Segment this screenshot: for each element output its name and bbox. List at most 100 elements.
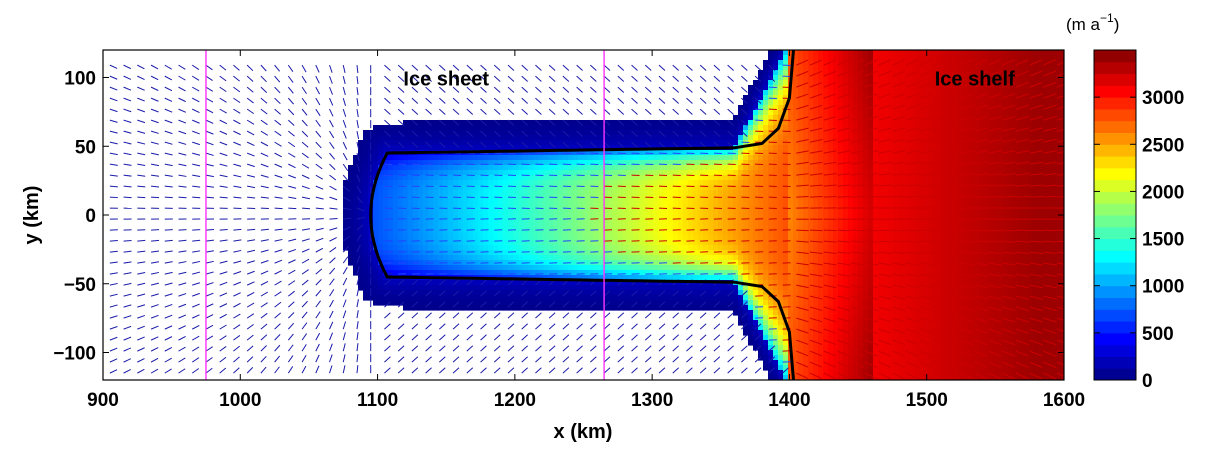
velocity-arrow	[109, 119, 118, 123]
velocity-arrow	[288, 228, 297, 231]
velocity-arrow	[809, 295, 823, 300]
velocity-arrow	[974, 195, 989, 198]
velocity-arrow	[823, 240, 837, 243]
velocity-arrow	[974, 104, 988, 110]
velocity-arrow	[727, 367, 734, 374]
velocity-arrow	[727, 97, 734, 104]
velocity-arrow	[246, 302, 255, 308]
velocity-arrow	[947, 350, 960, 357]
velocity-arrow	[864, 150, 879, 154]
vertical-section-lines	[205, 50, 605, 380]
velocity-arrow	[287, 355, 294, 363]
velocity-arrow	[1043, 184, 1058, 187]
velocity-arrow	[974, 306, 988, 312]
velocity-arrow	[727, 345, 734, 352]
velocity-arrow	[425, 356, 432, 363]
velocity-arrow	[933, 150, 947, 154]
velocity-arrow	[617, 367, 625, 374]
velocity-arrow	[562, 312, 570, 319]
velocity-arrow	[960, 116, 975, 121]
velocity-arrow	[315, 279, 322, 286]
velocity-arrow	[947, 59, 960, 66]
velocity-arrow	[892, 93, 906, 99]
velocity-arrow	[384, 334, 391, 341]
x-tick-label: 1500	[906, 390, 948, 411]
velocity-arrow	[590, 367, 597, 374]
velocity-arrow	[988, 295, 1002, 300]
velocity-arrow	[603, 86, 611, 93]
velocity-arrow	[219, 303, 228, 308]
velocity-arrow	[906, 161, 920, 165]
velocity-arrow	[905, 372, 919, 380]
velocity-arrow	[192, 282, 201, 286]
velocity-arrow	[219, 75, 227, 82]
velocity-arrow	[260, 141, 269, 147]
velocity-arrow	[837, 372, 850, 380]
velocity-arrow	[1029, 138, 1044, 143]
velocity-arrow	[521, 290, 529, 297]
colorbar-segment	[1094, 297, 1136, 310]
velocity-arrow	[384, 108, 391, 115]
velocity-arrow	[837, 350, 850, 357]
velocity-arrow	[603, 301, 611, 308]
velocity-arrow	[164, 271, 173, 275]
velocity-arrow	[754, 356, 762, 363]
velocity-arrow	[988, 262, 1002, 266]
velocity-arrow	[905, 116, 920, 121]
velocity-arrow	[823, 195, 837, 198]
velocity-arrow	[644, 119, 652, 126]
velocity-arrow	[727, 119, 734, 126]
velocity-arrow	[274, 228, 283, 231]
velocity-arrow	[713, 345, 721, 352]
velocity-arrow	[892, 240, 906, 243]
velocity-arrow	[823, 173, 837, 176]
velocity-arrow	[1002, 70, 1015, 77]
velocity-arrow	[397, 119, 405, 126]
velocity-arrow	[548, 141, 556, 148]
velocity-arrow	[246, 141, 255, 146]
velocity-arrow	[906, 229, 920, 232]
velocity-arrow	[397, 334, 405, 341]
velocity-arrow	[851, 240, 865, 243]
velocity-arrow	[356, 196, 363, 204]
velocity-arrow	[301, 279, 309, 286]
velocity-arrow	[851, 93, 864, 99]
velocity-arrow	[356, 299, 359, 308]
velocity-arrow	[1002, 317, 1016, 323]
velocity-arrow	[219, 356, 227, 363]
velocity-arrow	[974, 350, 988, 357]
velocity-arrow	[905, 361, 919, 368]
velocity-arrow	[658, 312, 666, 319]
velocity-arrow	[809, 161, 823, 165]
velocity-arrow	[246, 152, 255, 157]
velocity-arrow	[480, 119, 487, 126]
velocity-arrow	[686, 290, 693, 297]
velocity-arrow	[425, 141, 432, 148]
velocity-arrow	[1043, 81, 1057, 88]
velocity-arrow	[123, 86, 132, 91]
velocity-arrow	[1043, 138, 1057, 143]
velocity-arrow	[342, 152, 348, 161]
velocity-arrow	[892, 339, 905, 346]
colorbar-segment	[1094, 50, 1136, 63]
velocity-arrow	[658, 345, 666, 352]
velocity-arrow	[686, 119, 693, 126]
velocity-arrow	[233, 97, 241, 104]
velocity-arrow	[1029, 361, 1043, 368]
velocity-arrow	[658, 301, 666, 308]
velocity-arrow	[906, 262, 920, 266]
velocity-arrow	[864, 350, 878, 357]
velocity-arrow	[919, 116, 933, 121]
grounding-line	[369, 50, 795, 380]
velocity-arrow	[796, 295, 809, 300]
velocity-arrow	[384, 312, 391, 319]
velocity-arrow	[851, 104, 865, 110]
velocity-arrow	[137, 141, 146, 145]
velocity-arrow	[150, 282, 159, 286]
velocity-arrow	[315, 163, 323, 170]
velocity-arrow	[617, 75, 625, 82]
velocity-arrow	[274, 270, 283, 275]
velocity-arrow	[1029, 251, 1044, 255]
velocity-arrow	[686, 367, 693, 374]
velocity-arrow	[384, 279, 391, 286]
